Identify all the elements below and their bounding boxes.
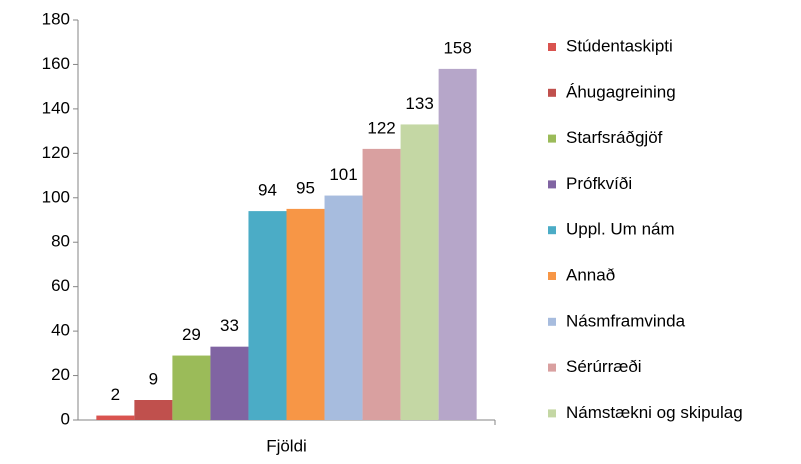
x-tick-label: Fjöldi <box>266 436 307 455</box>
legend-swatch <box>548 134 556 143</box>
value-label: 33 <box>220 316 239 335</box>
y-tick-label: 20 <box>51 365 70 384</box>
legend-swatch <box>548 88 556 97</box>
y-tick-label: 60 <box>51 276 70 295</box>
legend-label: Annað <box>566 265 615 284</box>
legend-label: Sérúrræði <box>566 357 642 376</box>
legend-label: Prófkvíði <box>566 174 632 193</box>
legend-swatch <box>548 272 556 280</box>
value-label: 158 <box>443 38 471 57</box>
y-tick-label: 160 <box>42 54 70 73</box>
bar <box>210 346 249 420</box>
value-label: 9 <box>149 369 158 388</box>
legend-label: Uppl. Um nám <box>566 220 675 239</box>
bar <box>172 355 211 420</box>
value-label: 2 <box>111 385 120 404</box>
y-tick-label: 180 <box>42 9 70 28</box>
legend-swatch <box>548 409 556 418</box>
bar <box>400 124 439 420</box>
legend-label: Stúdentaskipti <box>566 36 673 55</box>
bar <box>248 211 287 420</box>
value-label: 94 <box>258 181 277 200</box>
y-tick-label: 80 <box>51 232 70 251</box>
y-tick-label: 100 <box>42 187 70 206</box>
value-label: 29 <box>182 325 201 344</box>
bar <box>362 148 401 420</box>
legend-swatch <box>548 226 556 235</box>
bar <box>96 415 135 420</box>
legend-label: Starfsráðgjöf <box>566 128 663 147</box>
value-label: 122 <box>367 118 395 137</box>
bar <box>324 195 363 420</box>
bar <box>438 68 477 420</box>
legend-label: Áhugagreining <box>566 82 676 101</box>
legend-label: Násmframvinda <box>566 311 686 330</box>
legend-swatch <box>548 180 556 189</box>
y-tick-label: 140 <box>42 98 70 117</box>
y-tick-label: 0 <box>61 409 70 428</box>
value-label: 95 <box>296 178 315 197</box>
legend-swatch <box>548 317 556 326</box>
legend-swatch <box>548 43 556 51</box>
y-tick-label: 40 <box>51 321 70 340</box>
value-label: 101 <box>329 165 357 184</box>
bar <box>286 208 325 420</box>
value-label: 133 <box>405 94 433 113</box>
legend-label: Námstækni og skipulag <box>566 403 743 422</box>
y-tick-label: 120 <box>42 143 70 162</box>
legend-swatch <box>548 363 556 372</box>
bar <box>134 400 173 420</box>
